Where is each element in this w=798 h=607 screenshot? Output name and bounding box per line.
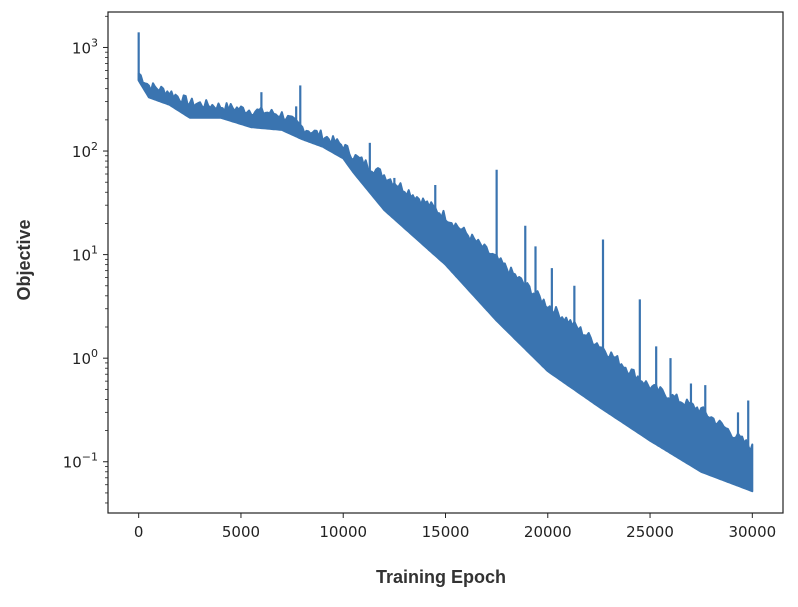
x-tick-label: 25000 (626, 523, 674, 541)
x-tick-label: 5000 (222, 523, 260, 541)
x-tick-label: 30000 (728, 523, 776, 541)
series-band (137, 72, 754, 493)
x-tick-label: 0 (134, 523, 144, 541)
x-axis-label: Training Epoch (376, 567, 506, 587)
y-tick-label: 103 (72, 36, 98, 57)
y-tick-label: 102 (72, 140, 98, 161)
plot-area (137, 32, 754, 493)
y-tick-label: 101 (72, 244, 98, 265)
y-axis-label: Objective (14, 219, 34, 300)
x-tick-label: 15000 (422, 523, 470, 541)
x-tick-label: 10000 (319, 523, 367, 541)
y-tick-label: 100 (72, 347, 98, 368)
x-tick-label: 20000 (524, 523, 572, 541)
x-axis: 0 5000 10000 15000 20000 25000 30000 (134, 513, 776, 541)
y-axis: 103 102 101 100 10−1 (63, 15, 108, 504)
y-tick-label: 10−1 (63, 451, 98, 472)
